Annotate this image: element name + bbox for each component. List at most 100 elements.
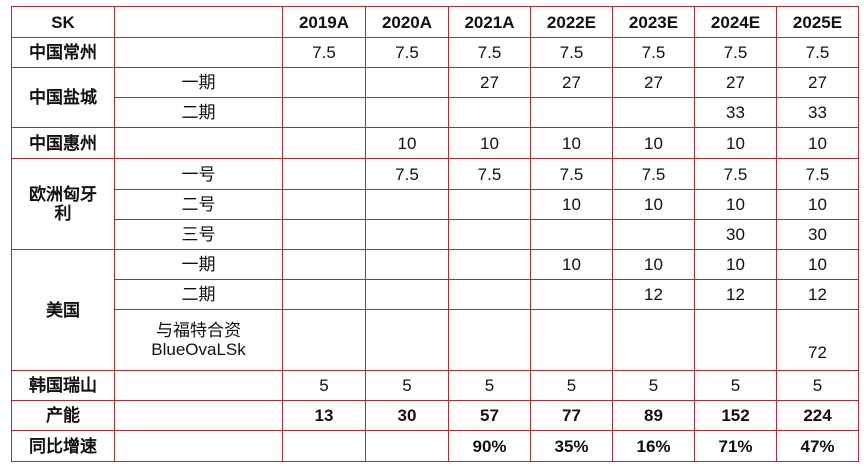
value-cell: 10 [612, 189, 695, 220]
table-row: 三号 30 30 [12, 219, 859, 250]
region-label: 中国惠州 [11, 127, 115, 159]
value-cell: 33 [776, 97, 859, 128]
phase-label [114, 37, 283, 68]
value-cell: 10 [612, 249, 695, 280]
value-cell: 16% [612, 430, 695, 462]
capacity-table: SK 2019A 2020A 2021A 2022E 2023E 2024E 2… [11, 6, 859, 462]
value-cell: 5 [282, 370, 366, 401]
value-cell: 5 [776, 370, 859, 401]
value-cell: 10 [530, 127, 613, 159]
value-cell [365, 309, 449, 371]
value-cell: 7.5 [530, 37, 613, 68]
value-cell: 13 [282, 400, 366, 431]
value-cell: 7.5 [612, 37, 695, 68]
header-row: SK 2019A 2020A 2021A 2022E 2023E 2024E 2… [11, 6, 859, 38]
region-label: 韩国瑞山 [11, 370, 115, 401]
phase-label: 三号 [114, 219, 283, 250]
value-cell: 224 [776, 400, 859, 431]
value-cell [365, 279, 449, 310]
value-cell [282, 249, 366, 280]
value-cell: 10 [694, 127, 777, 159]
value-cell: 7.5 [694, 37, 777, 68]
year-header: 2022E [530, 6, 613, 38]
value-cell [448, 97, 531, 128]
value-cell: 12 [612, 279, 695, 310]
value-cell [448, 219, 531, 250]
value-cell [282, 189, 366, 220]
table-row: 与福特合资 BlueOvaLSk 72 [12, 309, 859, 371]
value-cell [448, 249, 531, 280]
value-cell [365, 97, 449, 128]
phase-label: 二号 [114, 189, 283, 220]
table-row: 欧洲匈牙利 一号 7.5 7.5 7.5 7.5 7.5 7.5 [11, 158, 859, 250]
value-cell [282, 430, 366, 462]
value-cell: 10 [530, 189, 613, 220]
region-label: 产能 [11, 400, 115, 431]
value-cell [448, 309, 531, 371]
value-cell: 30 [776, 219, 859, 250]
value-cell: 7.5 [365, 158, 449, 190]
table-row: 中国惠州 10 10 10 10 10 10 [11, 127, 859, 159]
table-row: 二号 10 10 10 10 [12, 189, 859, 220]
value-cell [530, 309, 613, 371]
value-cell: 7.5 [612, 158, 695, 190]
phase-label: 一期 [114, 249, 283, 280]
value-cell [448, 279, 531, 310]
value-cell: 30 [365, 400, 449, 431]
year-header: 2025E [776, 6, 859, 38]
value-cell: 10 [365, 127, 449, 159]
value-cell: 27 [448, 67, 531, 98]
value-cell: 27 [776, 67, 859, 98]
value-cell: 7.5 [694, 158, 777, 190]
table-row: 二期 33 33 [12, 97, 859, 128]
phase-label [114, 370, 283, 401]
value-cell: 5 [530, 370, 613, 401]
value-cell [282, 279, 366, 310]
value-cell: 7.5 [776, 37, 859, 68]
value-cell: 30 [694, 219, 777, 250]
value-cell [282, 67, 366, 98]
value-cell: 35% [530, 430, 613, 462]
value-cell: 152 [694, 400, 777, 431]
value-cell: 12 [776, 279, 859, 310]
company-header: SK [11, 6, 115, 38]
blank-header [114, 6, 283, 38]
region-label: 中国盐城 [11, 67, 115, 128]
value-cell [612, 219, 695, 250]
value-cell: 27 [530, 67, 613, 98]
value-cell: 72 [776, 309, 859, 371]
value-cell [365, 67, 449, 98]
region-label: 同比增速 [11, 430, 115, 462]
value-cell: 10 [776, 189, 859, 220]
value-cell: 7.5 [448, 158, 531, 190]
value-cell: 10 [448, 127, 531, 159]
value-cell: 57 [448, 400, 531, 431]
value-cell: 5 [448, 370, 531, 401]
phase-label: 与福特合资 BlueOvaLSk [114, 309, 283, 371]
value-cell: 5 [612, 370, 695, 401]
value-cell [612, 97, 695, 128]
phase-label: 二期 [114, 97, 283, 128]
phase-label [114, 430, 283, 462]
table-row: 二期 12 12 12 [12, 279, 859, 310]
value-cell: 10 [694, 249, 777, 280]
value-cell: 10 [612, 127, 695, 159]
year-header: 2019A [282, 6, 366, 38]
phase-label: 一号 [114, 158, 283, 190]
value-cell: 7.5 [776, 158, 859, 190]
value-cell [282, 309, 366, 371]
phase-label [114, 127, 283, 159]
value-cell [282, 127, 366, 159]
value-cell: 7.5 [448, 37, 531, 68]
value-cell [365, 189, 449, 220]
value-cell: 5 [365, 370, 449, 401]
region-label: 中国常州 [11, 37, 115, 68]
value-cell: 10 [530, 249, 613, 280]
value-cell: 27 [612, 67, 695, 98]
value-cell [365, 219, 449, 250]
table-row: 中国盐城 一期 27 27 27 27 27 [11, 67, 859, 128]
value-cell [530, 279, 613, 310]
year-header: 2021A [448, 6, 531, 38]
value-cell [612, 309, 695, 371]
value-cell [530, 97, 613, 128]
